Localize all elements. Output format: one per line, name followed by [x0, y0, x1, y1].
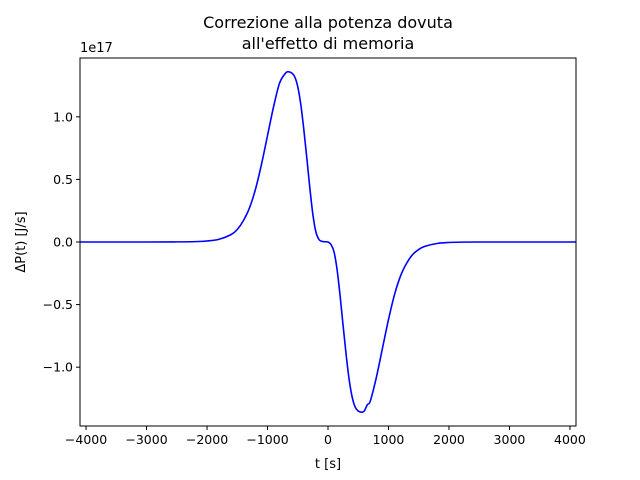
x-axis: −4000 −3000 −2000 −1000 0 1000 2000 3000 4000: [65, 426, 586, 447]
x-axis-label: t [s]: [315, 457, 341, 472]
x-tick-label: 1000: [373, 432, 405, 447]
y-tick-label: 1.0: [53, 109, 73, 124]
y-tick-label: −0.5: [43, 297, 73, 312]
x-tick-label: 4000: [554, 432, 586, 447]
x-tick-label: −2000: [186, 432, 228, 447]
y-tick-label: 0.0: [53, 235, 73, 250]
series-line: [79, 70, 576, 414]
chart-title-line-1: Correzione alla potenza dovuta: [203, 13, 453, 32]
x-tick-label: −1000: [246, 432, 288, 447]
x-tick-label: −3000: [125, 432, 167, 447]
y-axis: −1.0 −0.5 0.0 0.5 1.0: [43, 109, 80, 375]
y-tick-label: −1.0: [43, 360, 73, 375]
x-tick-label: −4000: [65, 432, 107, 447]
chart-title-line-2: all'effetto di memoria: [242, 34, 415, 53]
y-axis-label: ΔP(t) [J/s]: [14, 211, 29, 272]
x-tick-label: 2000: [433, 432, 465, 447]
series-layer: [79, 70, 576, 414]
y-offset-label: 1e17: [80, 41, 113, 56]
x-tick-label: 0: [324, 432, 332, 447]
x-tick-label: 3000: [494, 432, 526, 447]
y-tick-label: 0.5: [53, 172, 73, 187]
